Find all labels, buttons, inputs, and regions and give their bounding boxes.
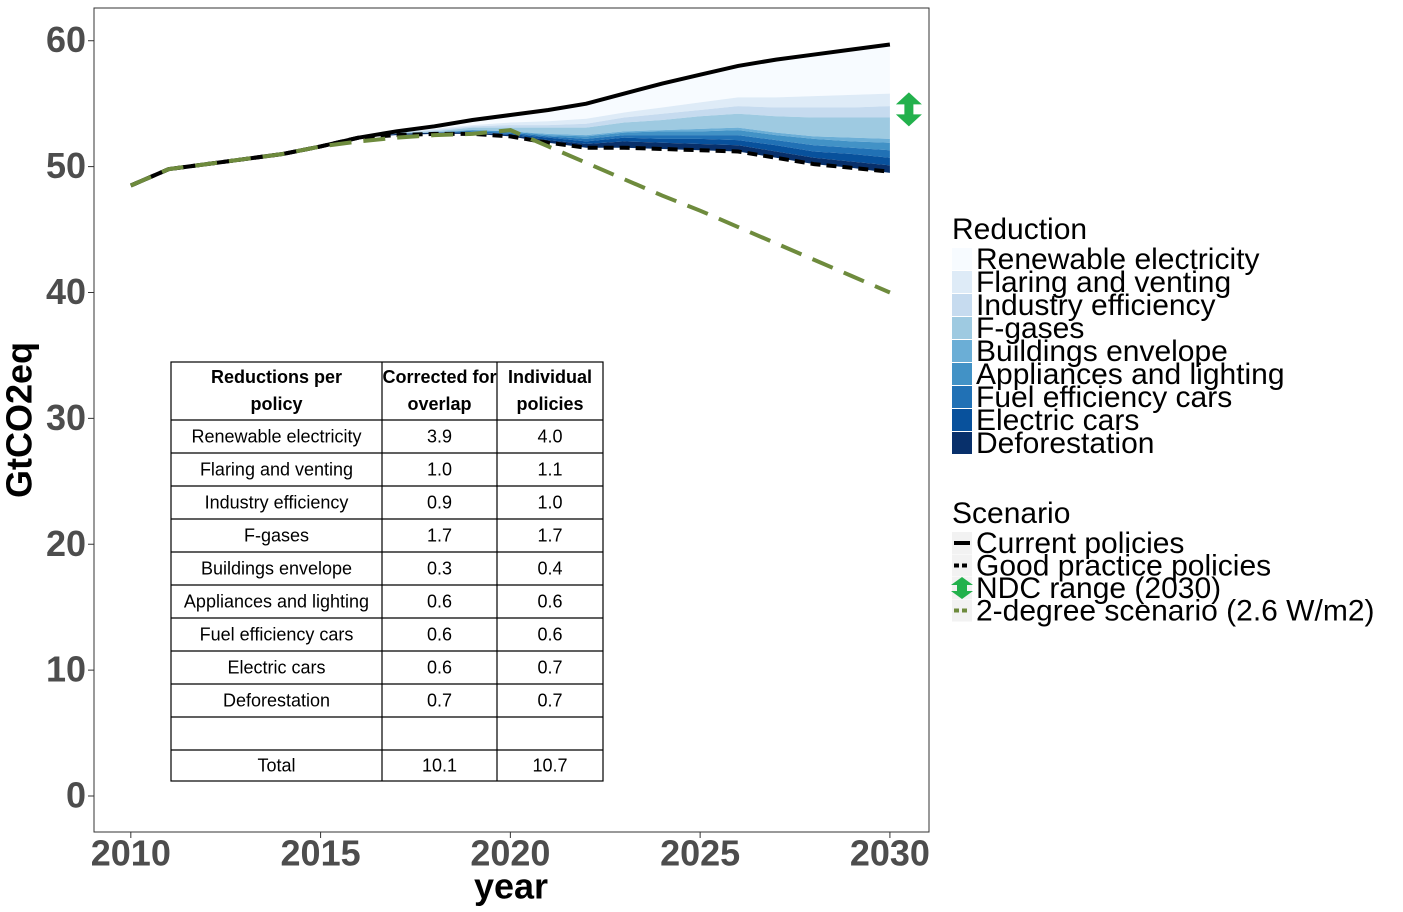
table-cell: 0.6 xyxy=(427,591,452,611)
ndc-arrow-head xyxy=(895,114,922,127)
legend-label: Good practice policies xyxy=(976,549,1271,582)
y-tick-label: 30 xyxy=(46,397,86,438)
table-cell: Industry efficiency xyxy=(205,492,349,512)
legend-label: Flaring and venting xyxy=(976,266,1231,299)
table-cell: Deforestation xyxy=(223,690,330,710)
table-total: Total xyxy=(257,755,295,775)
legend-label: Industry efficiency xyxy=(976,289,1216,322)
x-tick-label: 2025 xyxy=(660,833,740,874)
table-total: 10.7 xyxy=(532,755,567,775)
legend-swatch xyxy=(952,363,972,385)
legend-swatch xyxy=(952,248,972,270)
legend-swatch xyxy=(952,409,972,431)
table-cell: 1.7 xyxy=(427,525,452,545)
table-cell: 1.1 xyxy=(537,459,562,479)
ndc-arrow-head xyxy=(895,92,922,105)
table-cell: Electric cars xyxy=(227,657,325,677)
table-cell: 0.6 xyxy=(537,591,562,611)
legend-label: Current policies xyxy=(976,527,1184,560)
table-cell: Buildings envelope xyxy=(201,558,352,578)
table-cell: Appliances and lighting xyxy=(184,591,369,611)
table-cell: 0.6 xyxy=(427,657,452,677)
table-header: Reductions per policy xyxy=(211,367,342,414)
table-cell: 3.9 xyxy=(427,426,452,446)
x-axis-title: year xyxy=(474,866,548,907)
legend-swatch xyxy=(952,317,972,339)
table-cell: 0.6 xyxy=(537,624,562,644)
table-cell: F-gases xyxy=(244,525,309,545)
y-tick-label: 50 xyxy=(46,145,86,186)
legend-label: F-gases xyxy=(976,312,1084,345)
table-header: Corrected for overlap xyxy=(382,367,496,414)
legend-title: Reduction xyxy=(952,213,1087,246)
legend-swatch xyxy=(952,294,972,316)
table-cell: 0.7 xyxy=(427,690,452,710)
legend-swatch xyxy=(952,340,972,362)
reduction-area xyxy=(130,93,890,186)
legend-label: Electric cars xyxy=(976,404,1139,437)
legend-label: Fuel efficiency cars xyxy=(976,381,1232,414)
scenario-line xyxy=(130,128,891,295)
table-cell: 0.4 xyxy=(537,558,562,578)
reduction-area xyxy=(130,132,890,186)
y-tick-label: 10 xyxy=(46,649,86,690)
table-cell: 0.6 xyxy=(427,624,452,644)
y-tick-label: 0 xyxy=(66,775,86,816)
legend-label: Buildings envelope xyxy=(976,335,1228,368)
table-cell: Renewable electricity xyxy=(191,426,361,446)
y-axis-title: GtCO2eq xyxy=(0,342,40,498)
table-cell: 0.7 xyxy=(537,690,562,710)
legend-arrow xyxy=(951,577,973,599)
x-tick-label: 2030 xyxy=(850,833,930,874)
reduction-area xyxy=(130,106,890,186)
y-tick-label: 20 xyxy=(46,523,86,564)
table-total: 10.1 xyxy=(422,755,457,775)
table-cell: 1.7 xyxy=(537,525,562,545)
table-cell: 0.9 xyxy=(427,492,452,512)
x-tick-label: 2015 xyxy=(281,833,361,874)
legend-label: NDC range (2030) xyxy=(976,572,1221,605)
y-tick-label: 40 xyxy=(46,271,86,312)
table-cell: Fuel efficiency cars xyxy=(200,624,354,644)
table-cell: 0.3 xyxy=(427,558,452,578)
legend-swatch xyxy=(952,386,972,408)
table-cell: 1.0 xyxy=(537,492,562,512)
table-cell: 0.7 xyxy=(537,657,562,677)
legend-title: Scenario xyxy=(952,497,1070,530)
table-cell: 1.0 xyxy=(427,459,452,479)
table-header: Individual policies xyxy=(508,367,592,414)
legend-swatch xyxy=(952,271,972,293)
scenario-line xyxy=(130,131,891,188)
legend-swatch xyxy=(952,432,972,454)
reduction-area xyxy=(130,113,890,186)
y-tick-label: 60 xyxy=(46,19,86,60)
table-bg xyxy=(170,361,604,782)
legend-label: Deforestation xyxy=(976,427,1154,460)
table-cell: Flaring and venting xyxy=(200,459,353,479)
legend-label: Appliances and lighting xyxy=(976,358,1285,391)
x-tick-label: 2020 xyxy=(470,833,550,874)
legend-label: Renewable electricity xyxy=(976,243,1259,276)
x-tick-label: 2010 xyxy=(91,833,171,874)
table-cell: 4.0 xyxy=(537,426,562,446)
legend-label: 2-degree scenario (2.6 W/m2) xyxy=(976,594,1375,627)
